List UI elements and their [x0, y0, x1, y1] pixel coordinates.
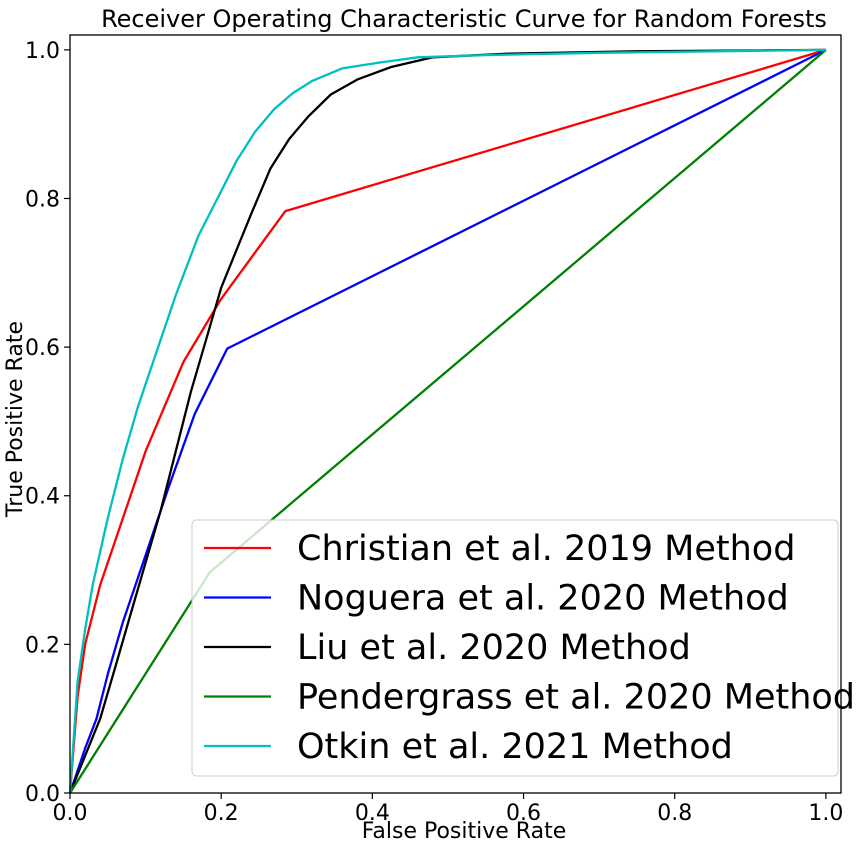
series-line-3: [68, 48, 826, 794]
y-tick-label: 0.4: [25, 485, 60, 510]
y-tick-label: 0.2: [25, 633, 60, 658]
x-tick-label: 0.0: [53, 801, 88, 826]
series-line-5: [68, 48, 826, 794]
legend: Christian et al. 2019 Method Noguera et a…: [191, 519, 855, 777]
x-tick-label: 0.2: [204, 801, 239, 826]
x-tick-label: 1.0: [808, 801, 843, 826]
x-tick-label: 0.6: [506, 801, 541, 826]
legend-box: [191, 519, 839, 777]
legend-entries: Christian et al. 2019 Method Noguera et a…: [204, 529, 855, 767]
y-axis-label: True Positive Rate: [3, 321, 28, 518]
y-tick-label: 0.6: [25, 336, 60, 361]
series-layer: [68, 48, 827, 794]
legend-label-2: Noguera et al. 2020 Method: [297, 579, 789, 619]
series-line-2: [68, 48, 827, 794]
series-line-1: [68, 48, 827, 794]
legend-label-1: Christian et al. 2019 Method: [297, 529, 795, 569]
y-tick-label: 0.8: [25, 187, 60, 212]
plot-frame: [69, 34, 842, 794]
x-axis-label: False Positive Rate: [362, 819, 566, 844]
y-axis: 0.0 0.2 0.4 0.6 0.8 1.0: [25, 39, 70, 807]
legend-label-3: Liu et al. 2020 Method: [297, 628, 691, 668]
legend-label-4: Pendergrass et al. 2020 Method: [297, 678, 855, 718]
legend-label-5: Otkin et al. 2021 Method: [297, 727, 733, 767]
y-tick-label: 1.0: [25, 39, 60, 64]
chart-title: Receiver Operating Characteristic Curve …: [101, 5, 827, 33]
x-tick-label: 0.8: [657, 801, 692, 826]
x-axis: 0.0 0.2 0.4 0.6 0.8 1.0: [53, 793, 843, 826]
y-tick-label: 0.0: [25, 782, 60, 807]
x-tick-label: 0.4: [355, 801, 390, 826]
